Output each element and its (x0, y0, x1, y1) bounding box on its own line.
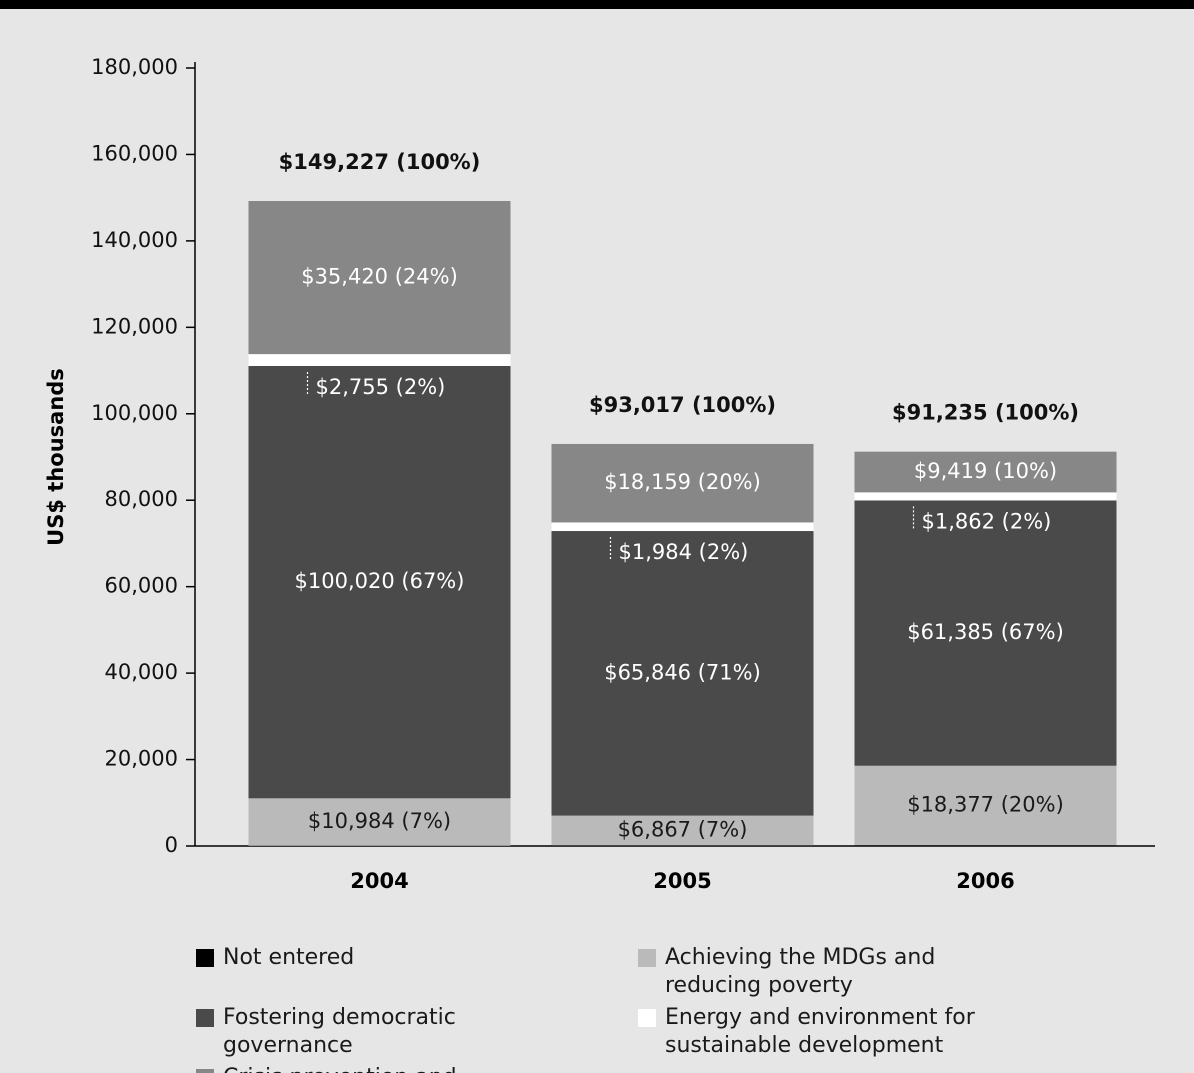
legend-swatch (638, 1009, 656, 1027)
value-label: $1,862 (2%) (922, 509, 1052, 533)
legend-swatch (638, 949, 656, 967)
legend-swatch (196, 1069, 214, 1073)
legend-label: Crisis prevention and recovery (223, 1064, 553, 1073)
y-tick-label: 0 (165, 833, 178, 857)
y-tick-label: 120,000 (91, 314, 178, 338)
value-label: $35,420 (24%) (301, 265, 458, 289)
bar-segment (248, 366, 511, 799)
total-label: $91,235 (100%) (892, 401, 1079, 425)
legend-item: Achieving the MDGs and reducing poverty (638, 944, 1118, 1000)
legend-item: Energy and environment for sustainable d… (638, 1004, 1118, 1060)
x-tick-label: 2005 (653, 869, 711, 893)
value-label: $6,867 (7%) (618, 817, 748, 841)
y-tick-label: 80,000 (105, 487, 178, 511)
bar-segment (551, 522, 814, 532)
total-label: $93,017 (100%) (589, 393, 776, 417)
value-label: $9,419 (10%) (914, 459, 1057, 483)
bar-segment (248, 354, 511, 367)
bar-segment (551, 845, 814, 846)
bar-segment (854, 845, 1117, 846)
y-tick-label: 160,000 (91, 141, 178, 165)
legend-label: Achieving the MDGs and reducing poverty (665, 945, 936, 998)
value-label: $18,377 (20%) (907, 792, 1064, 816)
value-label: $100,020 (67%) (295, 569, 465, 593)
x-tick-label: 2006 (956, 869, 1014, 893)
y-axis-title: US$ thousands (44, 368, 68, 546)
legend-item: Not entered (196, 944, 638, 1000)
value-label: $10,984 (7%) (308, 809, 451, 833)
legend: Not entered Achieving the MDGs and reduci… (196, 944, 1118, 1073)
bar-segment (248, 798, 511, 846)
y-tick-label: 180,000 (91, 55, 178, 79)
y-tick-label: 60,000 (105, 574, 178, 598)
bar-segment (551, 815, 814, 846)
value-label: $61,385 (67%) (907, 620, 1064, 644)
value-label: $2,755 (2%) (316, 375, 446, 399)
total-label: $149,227 (100%) (279, 150, 481, 174)
legend-label: Energy and environment for sustainable d… (665, 1005, 975, 1058)
bar-segment (854, 492, 1117, 501)
legend-swatch (196, 949, 214, 967)
bar-segment (551, 531, 814, 816)
bar-segment (551, 443, 814, 523)
legend-item: Fostering democratic governance (196, 1004, 638, 1060)
bar-segment (854, 451, 1117, 493)
top-band (0, 0, 1194, 9)
legend-label: Not entered (223, 945, 355, 970)
value-label: $1,984 (2%) (619, 540, 749, 564)
y-tick-label: 20,000 (105, 747, 178, 771)
y-tick-label: 100,000 (91, 401, 178, 425)
bar-segment (248, 201, 511, 355)
value-label: $65,846 (71%) (604, 660, 761, 684)
value-label: $18,159 (20%) (604, 470, 761, 494)
bar-segment (854, 765, 1117, 846)
y-tick-label: 40,000 (105, 660, 178, 684)
legend-swatch (196, 1009, 214, 1027)
legend-label: Fostering democratic governance (223, 1005, 456, 1058)
y-tick-label: 140,000 (91, 228, 178, 252)
legend-item: Crisis prevention and recovery (196, 1064, 638, 1073)
x-tick-label: 2004 (350, 869, 408, 893)
bar-segment (854, 500, 1117, 766)
